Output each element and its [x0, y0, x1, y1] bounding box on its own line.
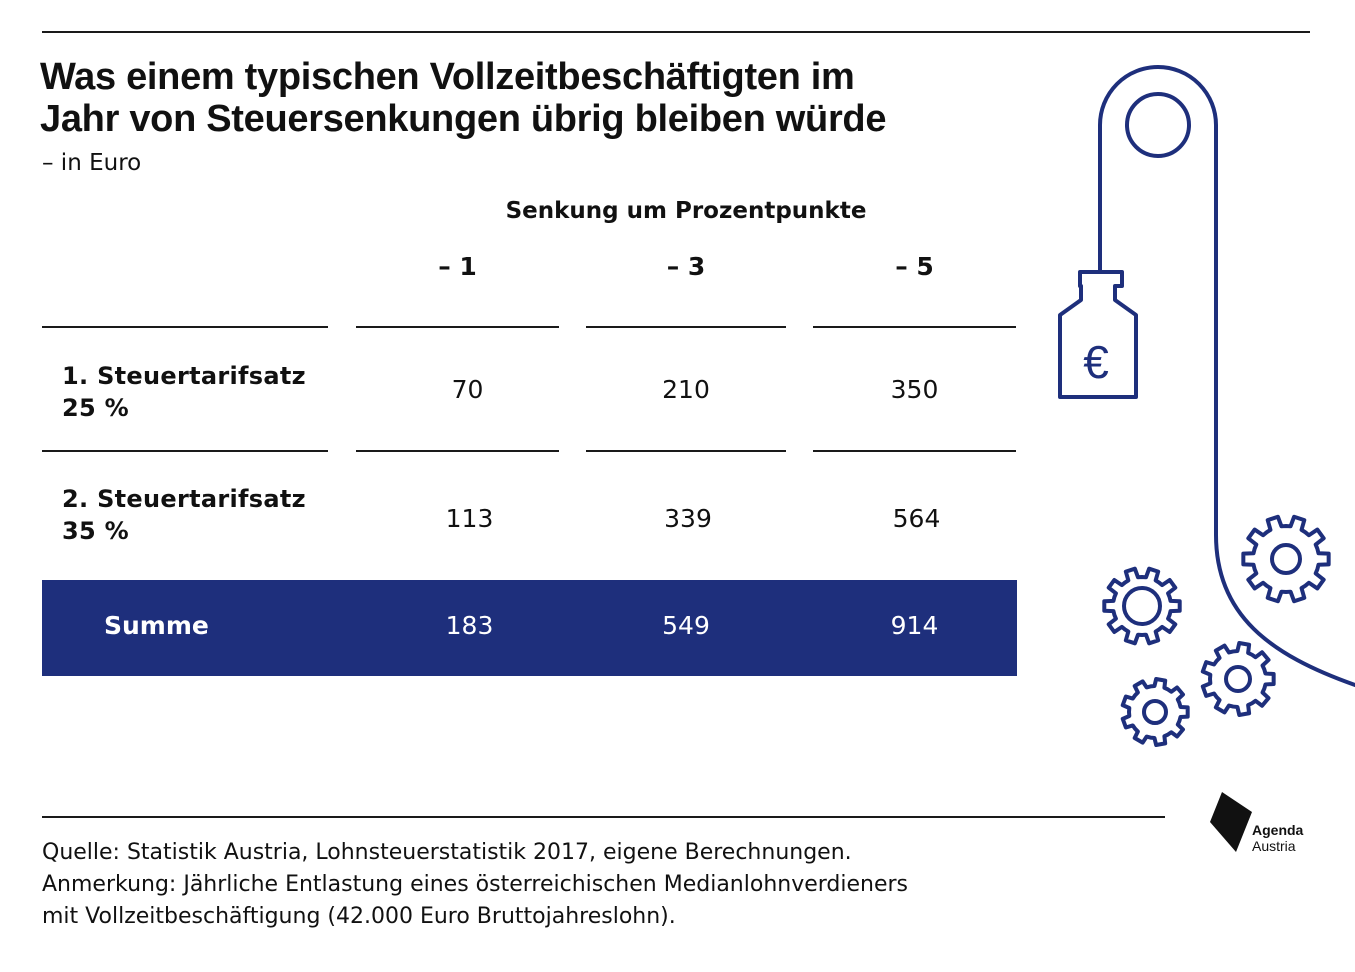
source-note: Quelle: Statistik Austria, Lohnsteuersta…	[42, 840, 852, 865]
row-rule-label	[42, 450, 328, 452]
header-rule-col-1	[356, 326, 559, 328]
remark-note-line-2: mit Vollzeitbeschäftigung (42.000 Euro B…	[42, 904, 676, 929]
chart-title: Was einem typischen Vollzeitbeschäftigte…	[40, 56, 1040, 140]
bottom-rule	[42, 816, 1165, 818]
gear-icon-top-hub	[1270, 543, 1302, 575]
pulley-weight-illustration: €	[1058, 65, 1355, 747]
gear-icon-small	[1120, 677, 1190, 747]
logo-text: Agenda Austria	[1252, 822, 1303, 854]
pulley-wheel	[1125, 92, 1191, 158]
column-header-3: – 5	[895, 252, 934, 281]
gear-icon-small-hub	[1142, 699, 1168, 725]
header-rule-label	[42, 326, 328, 328]
gear-icon-large-hub	[1122, 586, 1162, 626]
remark-note-line-1: Anmerkung: Jährliche Entlastung eines ös…	[42, 872, 909, 897]
total-cell: 549	[662, 611, 710, 640]
chart-subtitle: – in Euro	[42, 150, 142, 176]
total-cell: 914	[890, 611, 939, 640]
row-rule-col-1	[356, 450, 559, 452]
logo-line-2: Austria	[1252, 838, 1296, 854]
column-group-header: Senkung um Prozentpunkte	[505, 198, 867, 224]
title-line-1: Was einem typischen Vollzeitbeschäftigte…	[40, 56, 855, 98]
column-header-1: – 1	[438, 252, 477, 281]
table-cell: 350	[890, 375, 939, 404]
column-header-2: – 3	[666, 252, 706, 281]
logo-mark	[1210, 792, 1252, 852]
table-cell: 210	[662, 375, 710, 404]
total-row-label: Summe	[104, 611, 209, 640]
gear-icon-large	[1102, 566, 1182, 646]
gear-icon-middle	[1200, 641, 1276, 717]
row-label-1: 1. Steuertarifsatz 25 %	[62, 360, 306, 424]
row-rule-col-2	[586, 450, 786, 452]
row-label-2-line-2: 35 %	[62, 517, 130, 545]
table-cell: 339	[664, 504, 712, 533]
agenda-austria-logo	[1210, 792, 1252, 852]
row-rule-col-3	[813, 450, 1016, 452]
logo-line-1: Agenda	[1252, 822, 1304, 838]
pulley-rope	[1098, 65, 1355, 687]
footnote: Quelle: Statistik Austria, Lohnsteuersta…	[42, 837, 908, 933]
euro-icon: €	[1083, 336, 1109, 388]
header-rule-col-2	[586, 326, 786, 328]
top-rule	[42, 31, 1310, 33]
row-label-2-line-1: 2. Steuertarifsatz	[62, 485, 306, 513]
row-label-2: 2. Steuertarifsatz 35 %	[62, 483, 306, 547]
gear-icon-top	[1241, 514, 1331, 604]
header-rule-col-3	[813, 326, 1016, 328]
row-label-1-line-2: 25 %	[62, 394, 130, 422]
euro-weight	[1058, 270, 1138, 399]
total-cell: 183	[445, 611, 494, 640]
table-cell: 70	[451, 375, 484, 404]
table-cell: 564	[892, 504, 941, 533]
table-cell: 113	[445, 504, 494, 533]
gear-icon-middle-hub	[1224, 665, 1252, 693]
total-row-background	[42, 580, 1017, 676]
row-label-1-line-1: 1. Steuertarifsatz	[62, 362, 306, 390]
title-line-2: Jahr von Steuersenkungen übrig bleiben w…	[40, 98, 887, 140]
